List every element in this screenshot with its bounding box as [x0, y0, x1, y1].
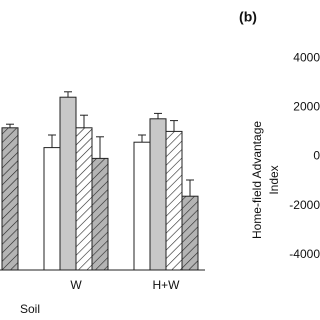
y-tick-label: -4000	[289, 247, 320, 261]
y-axis-title: Index	[267, 165, 281, 194]
bar	[149, 118, 167, 271]
bar	[43, 147, 61, 271]
panel-label: (b)	[239, 9, 257, 25]
y-tick-label: 2000	[293, 99, 320, 113]
y-tick-label: 4000	[293, 50, 320, 64]
x-tick-label: H+W	[153, 278, 181, 292]
y-axis-title: Home-field Advantage	[250, 121, 264, 239]
bar	[91, 157, 109, 271]
bar	[165, 130, 183, 271]
bar	[133, 141, 151, 271]
bar	[1, 127, 19, 271]
x-axis-title: Soil	[20, 302, 40, 316]
x-tick-label: W	[70, 278, 82, 292]
y-tick-label: -2000	[289, 198, 320, 212]
bar	[181, 195, 199, 271]
bar	[75, 127, 93, 271]
y-tick-label: 0	[313, 149, 320, 163]
bar	[59, 96, 77, 271]
